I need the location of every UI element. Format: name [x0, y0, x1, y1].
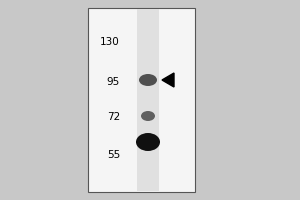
Bar [137, 9, 159, 191]
Ellipse shape [139, 74, 157, 86]
Polygon shape [162, 73, 174, 87]
Ellipse shape [141, 111, 155, 121]
Bar [88, 8, 195, 192]
Text: 95: 95 [107, 77, 120, 87]
Text: 55: 55 [107, 150, 120, 160]
Text: 130: 130 [100, 37, 120, 47]
Ellipse shape [136, 133, 160, 151]
Text: 72: 72 [107, 112, 120, 122]
